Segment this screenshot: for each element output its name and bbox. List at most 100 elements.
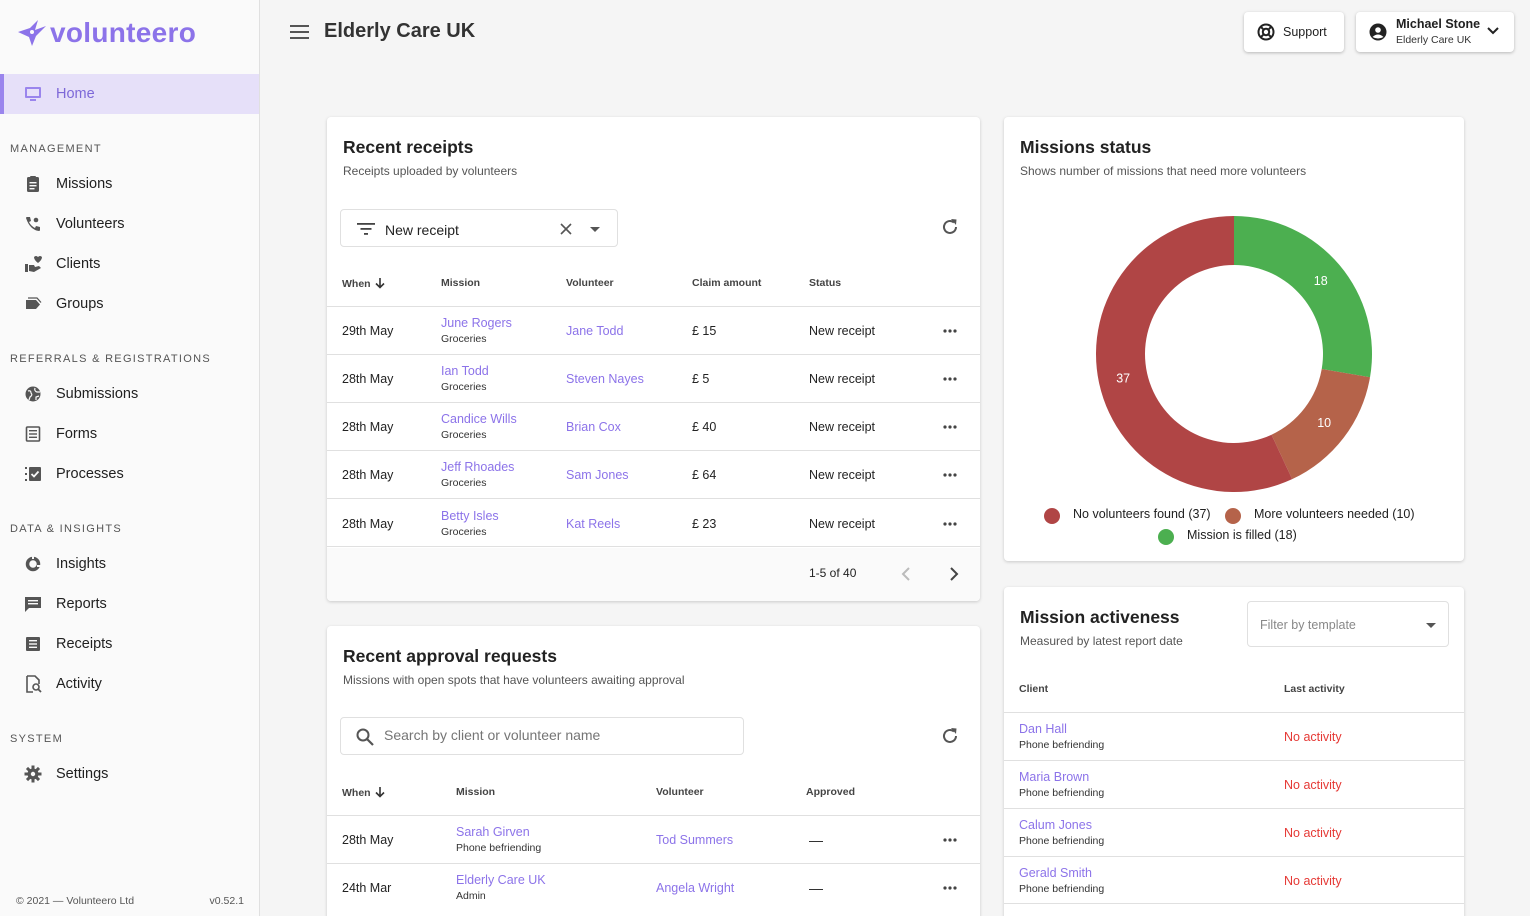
- approval-search-box[interactable]: [340, 717, 744, 755]
- sidebar-item-reports[interactable]: Reports: [0, 584, 259, 624]
- client-link[interactable]: Maria Brown: [1019, 770, 1090, 784]
- mission-link[interactable]: Candice Wills: [441, 412, 517, 426]
- mission-type: Groceries: [441, 477, 487, 489]
- approved-status: —: [809, 832, 823, 848]
- column-header-last-activity[interactable]: Last activity: [1284, 683, 1345, 695]
- last-activity: No activity: [1284, 730, 1342, 744]
- sidebar-item-settings[interactable]: Settings: [0, 754, 259, 794]
- mission-link[interactable]: Ian Todd: [441, 364, 489, 378]
- refresh-receipts-icon[interactable]: [940, 217, 960, 237]
- sidebar-item-processes[interactable]: Processes: [0, 454, 259, 494]
- table-row[interactable]: 28th May Sarah Girven Phone befriending …: [327, 815, 980, 863]
- status-text: New receipt: [809, 468, 875, 482]
- globe-icon: [25, 386, 41, 402]
- sidebar-item-groups[interactable]: Groups: [0, 284, 259, 324]
- chevron-down-icon: [1487, 27, 1499, 35]
- refresh-approvals-icon[interactable]: [940, 726, 960, 746]
- column-header-client[interactable]: Client: [1019, 683, 1049, 695]
- column-header-when[interactable]: When: [342, 786, 386, 799]
- receipt-status-filter[interactable]: New receipt: [340, 209, 618, 247]
- client-link[interactable]: Gerald Smith: [1019, 866, 1092, 880]
- volunteer-link[interactable]: Steven Nayes: [566, 372, 644, 386]
- volunteer-link[interactable]: Angela Wright: [656, 881, 735, 895]
- column-header-volunteer[interactable]: Volunteer: [656, 786, 704, 798]
- nav-section-management: MANAGEMENT: [10, 143, 102, 155]
- volunteer-link[interactable]: Tod Summers: [656, 833, 734, 847]
- row-date: 28th May: [342, 468, 394, 482]
- column-header-mission[interactable]: Mission: [456, 786, 496, 798]
- mission-link[interactable]: Sarah Girven: [456, 825, 530, 839]
- chevron-right-icon[interactable]: [949, 567, 959, 581]
- more-options-icon[interactable]: [943, 425, 957, 429]
- mission-link[interactable]: Jeff Rhoades: [441, 460, 515, 474]
- legend-swatch: [1158, 529, 1174, 545]
- document-search-icon: [26, 675, 42, 693]
- user-menu-button[interactable]: Michael Stone Elderly Care UK: [1356, 12, 1514, 52]
- more-options-icon[interactable]: [943, 377, 957, 381]
- table-row[interactable]: 28th May Jeff Rhoades Groceries Sam Jone…: [327, 450, 980, 498]
- more-options-icon[interactable]: [943, 838, 957, 842]
- sidebar-item-clients[interactable]: Clients: [0, 244, 259, 284]
- sidebar-item-home[interactable]: Home: [0, 74, 259, 114]
- mission-link[interactable]: Betty Isles: [441, 509, 499, 523]
- sidebar-item-insights[interactable]: Insights: [0, 544, 259, 584]
- column-header-when[interactable]: When: [342, 277, 386, 290]
- sidebar-item-submissions[interactable]: Submissions: [0, 374, 259, 414]
- mission-link[interactable]: Elderly Care UK: [456, 873, 546, 887]
- claim-amount: £ 23: [692, 517, 717, 531]
- volunteer-link[interactable]: Sam Jones: [566, 468, 629, 482]
- column-header-approved[interactable]: Approved: [806, 786, 856, 798]
- sort-down-icon: [374, 787, 385, 798]
- table-row[interactable]: Maria Brown Phone befriending No activit…: [1004, 760, 1464, 808]
- mission-link[interactable]: June Rogers: [441, 316, 512, 330]
- table-row[interactable]: Dan Hall Phone befriending No activity: [1004, 712, 1464, 760]
- chevron-left-icon[interactable]: [901, 567, 911, 581]
- column-header-volunteer[interactable]: Volunteer: [566, 277, 614, 289]
- volunteer-link[interactable]: Brian Cox: [566, 420, 621, 434]
- donut-slice[interactable]: [1234, 216, 1372, 378]
- client-link[interactable]: Calum Jones: [1019, 818, 1092, 832]
- more-options-icon[interactable]: [943, 522, 957, 526]
- column-header-claim-amount[interactable]: Claim amount: [692, 277, 762, 289]
- volunteer-link[interactable]: Kat Reels: [566, 517, 621, 531]
- app-logo[interactable]: volunteero: [16, 16, 196, 50]
- table-row[interactable]: 28th May Ian Todd Groceries Steven Nayes…: [327, 354, 980, 402]
- template-filter-select[interactable]: Filter by template: [1247, 601, 1449, 647]
- mission-type: Groceries: [441, 333, 487, 345]
- sidebar-item-receipts[interactable]: Receipts: [0, 624, 259, 664]
- table-row[interactable]: 24th Mar Elderly Care UK Admin Angela Wr…: [327, 863, 980, 911]
- donut-slice[interactable]: [1271, 368, 1371, 480]
- status-text: New receipt: [809, 517, 875, 531]
- last-activity: No activity: [1284, 778, 1342, 792]
- search-input[interactable]: [384, 727, 724, 743]
- sidebar-item-forms[interactable]: Forms: [0, 414, 259, 454]
- table-row[interactable]: Calum Jones Phone befriending No activit…: [1004, 808, 1464, 856]
- mission-activeness-card: Mission activeness Measured by latest re…: [1004, 587, 1464, 916]
- column-header-mission[interactable]: Mission: [441, 277, 481, 289]
- more-options-icon[interactable]: [943, 473, 957, 477]
- sidebar: volunteero Home MANAGEMENT Missions Volu…: [0, 0, 260, 916]
- sidebar-item-volunteers[interactable]: Volunteers: [0, 204, 259, 244]
- more-options-icon[interactable]: [943, 329, 957, 333]
- card-title: Mission activeness: [1020, 607, 1180, 627]
- client-link[interactable]: Dan Hall: [1019, 722, 1067, 736]
- legend-label: Mission is filled (18): [1187, 528, 1297, 542]
- table-row[interactable]: 29th May June Rogers Groceries Jane Todd…: [327, 306, 980, 354]
- column-header-status[interactable]: Status: [809, 277, 842, 289]
- table-row[interactable]: Gerald Smith Phone befriending No activi…: [1004, 856, 1464, 904]
- sidebar-item-missions[interactable]: Missions: [0, 164, 259, 204]
- more-options-icon[interactable]: [943, 886, 957, 890]
- clear-filter-icon[interactable]: [560, 223, 572, 235]
- volunteer-link[interactable]: Jane Todd: [566, 324, 624, 338]
- version-text: v0.52.1: [209, 895, 244, 907]
- table-row[interactable]: 28th May Betty Isles Groceries Kat Reels…: [327, 498, 980, 547]
- hamburger-menu-icon[interactable]: [290, 24, 310, 40]
- gear-icon: [24, 765, 42, 783]
- table-row[interactable]: 28th May Candice Wills Groceries Brian C…: [327, 402, 980, 450]
- dropdown-arrow-icon[interactable]: [590, 227, 600, 232]
- approved-status: —: [809, 880, 823, 896]
- support-button[interactable]: Support: [1244, 12, 1344, 52]
- donut-slice[interactable]: [1096, 216, 1293, 492]
- sidebar-item-activity[interactable]: Activity: [0, 664, 259, 704]
- logo-text: volunteero: [50, 17, 197, 48]
